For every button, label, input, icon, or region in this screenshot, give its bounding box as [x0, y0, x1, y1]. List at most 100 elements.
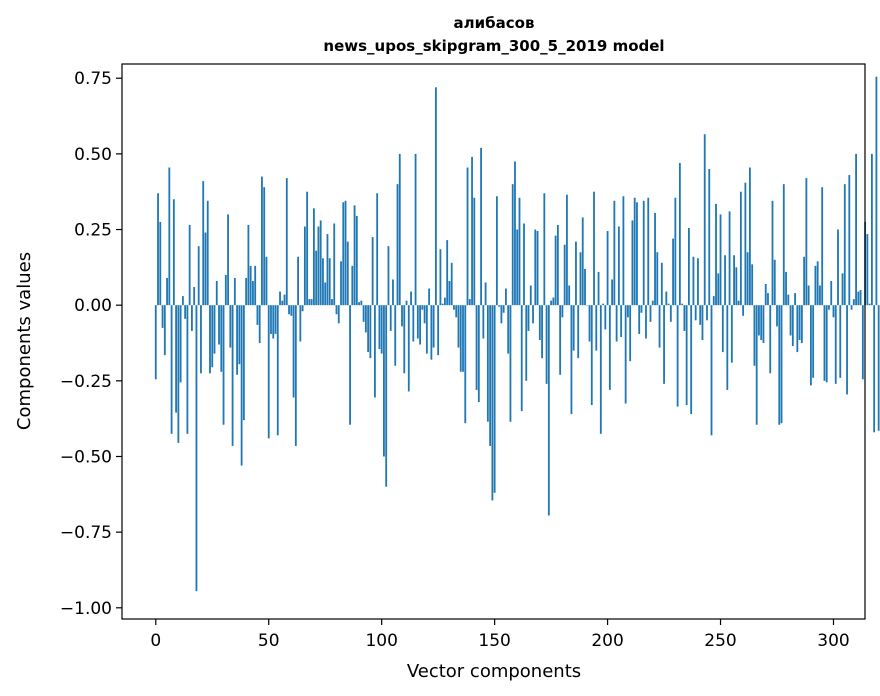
- bar: [798, 305, 801, 340]
- bar: [762, 305, 765, 344]
- x-tick-label: 300: [817, 631, 849, 651]
- y-tick-label: −0.25: [60, 372, 112, 392]
- bar: [172, 199, 175, 306]
- bar: [651, 300, 654, 306]
- bar: [627, 305, 629, 318]
- bar: [378, 305, 381, 350]
- bar: [509, 305, 512, 422]
- bar: [572, 305, 575, 351]
- bar: [520, 305, 523, 412]
- bar: [376, 193, 379, 306]
- bar: [355, 215, 358, 306]
- bar: [769, 305, 772, 374]
- bar: [313, 208, 315, 306]
- bar: [218, 305, 220, 345]
- bar: [179, 305, 182, 383]
- bar: [416, 305, 419, 339]
- bar: [473, 197, 476, 306]
- bar: [380, 305, 383, 354]
- bar: [252, 280, 254, 306]
- bar: [645, 305, 647, 339]
- bar: [717, 273, 720, 306]
- bar: [358, 302, 360, 306]
- bar: [739, 191, 742, 306]
- bar: [701, 305, 704, 340]
- bar: [563, 244, 566, 306]
- bar: [346, 241, 349, 306]
- bar: [502, 305, 505, 313]
- bar: [807, 285, 810, 306]
- bar: [468, 299, 471, 306]
- bar: [536, 231, 539, 306]
- plot-frame: [121, 63, 866, 620]
- bar: [660, 262, 663, 306]
- bar: [319, 220, 322, 306]
- bar: [690, 305, 693, 415]
- bar: [412, 305, 415, 342]
- bar: [367, 305, 370, 353]
- bar: [324, 282, 327, 306]
- bar: [611, 279, 614, 306]
- x-axis-ticks: 0 50 100 150 200 250 300: [150, 619, 850, 651]
- bar: [749, 167, 751, 306]
- bar: [577, 305, 580, 359]
- y-axis-ticks: 0.75 0.50 0.25 0.00 −0.25 −0.50 −0.75 −1.00: [60, 69, 122, 619]
- bar: [843, 184, 846, 306]
- bar: [737, 300, 740, 306]
- bar: [570, 305, 573, 415]
- bar: [258, 305, 261, 344]
- bar: [405, 300, 408, 306]
- bar: [870, 153, 873, 306]
- bar: [204, 232, 207, 306]
- bar: [674, 197, 677, 306]
- bar: [823, 305, 826, 381]
- bar: [789, 305, 792, 336]
- bar: [202, 181, 205, 306]
- bar: [410, 291, 412, 306]
- bar: [647, 197, 650, 306]
- bar: [561, 305, 564, 318]
- bar: [432, 305, 435, 348]
- bar: [446, 240, 449, 306]
- bar: [457, 305, 460, 348]
- x-tick-label: 200: [591, 631, 623, 651]
- bar: [188, 224, 191, 306]
- bar: [848, 175, 851, 306]
- bar: [480, 147, 482, 306]
- bar: [699, 305, 702, 325]
- bar: [667, 303, 670, 306]
- bar: [303, 226, 306, 306]
- bar: [364, 305, 367, 333]
- bar: [272, 305, 275, 339]
- bar: [608, 305, 611, 390]
- bar: [326, 234, 329, 306]
- bar: [193, 287, 196, 306]
- bar: [697, 258, 699, 306]
- bar: [331, 299, 333, 306]
- bar: [475, 305, 478, 390]
- x-tick-label: 0: [150, 631, 161, 651]
- bar: [556, 224, 559, 306]
- bar: [441, 303, 444, 306]
- bar: [780, 305, 783, 424]
- bar: [633, 197, 636, 306]
- bar: [814, 265, 817, 306]
- bar: [525, 305, 528, 381]
- bar: [559, 305, 562, 375]
- bar: [398, 153, 401, 306]
- bar: [615, 305, 618, 342]
- bar: [649, 305, 652, 322]
- bar: [794, 293, 796, 306]
- bar: [292, 305, 295, 398]
- bar: [852, 299, 855, 306]
- bar: [401, 305, 403, 327]
- bar: [444, 297, 446, 306]
- bar: [507, 305, 510, 354]
- bar: [694, 305, 697, 321]
- bar: [791, 305, 794, 347]
- bar: [552, 297, 555, 306]
- bar: [425, 305, 428, 354]
- bar: [703, 134, 706, 306]
- bar: [200, 305, 202, 374]
